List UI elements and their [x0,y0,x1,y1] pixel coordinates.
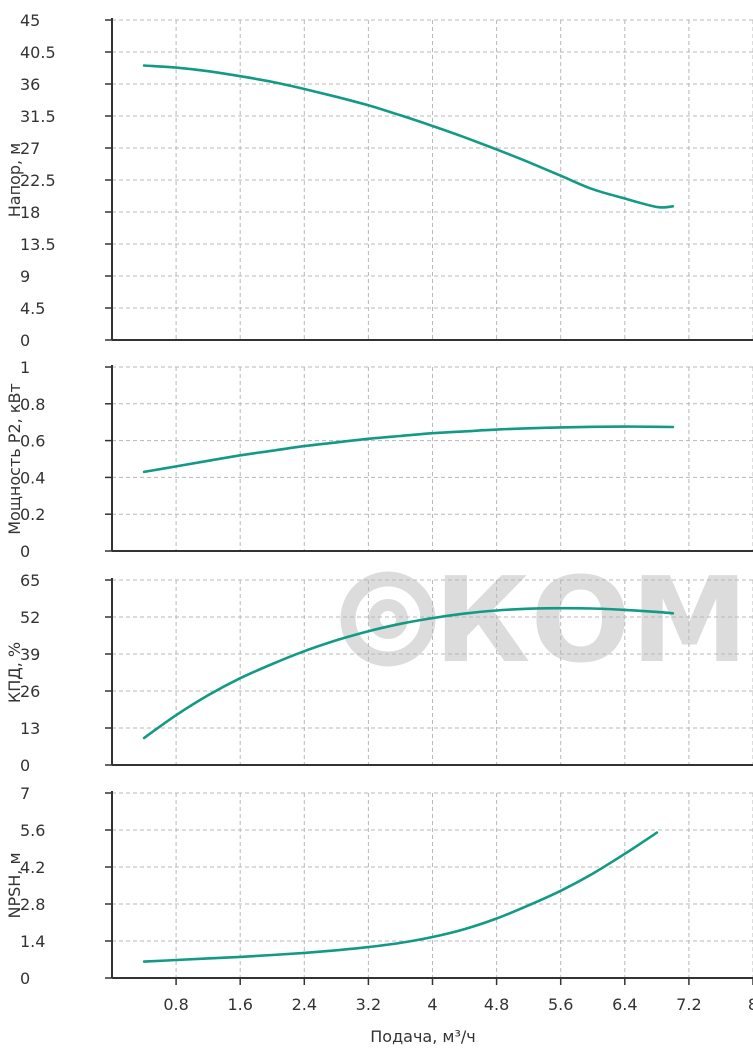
chart-panel-3: 0 13 26 39 52 65 КПД, % [5,571,753,775]
y-tick-label: 22.5 [20,171,56,190]
series-line [142,831,659,963]
y-tick-label: 0.8 [20,395,45,414]
y-tick-label: 0.6 [20,432,45,451]
y-tick-label: 26 [20,682,40,701]
y-axis-title: КПД, % [5,642,24,703]
y-tick-label: 52 [20,608,40,627]
x-tick-label: 3.2 [356,995,381,1014]
watermark-text: КОМ [434,551,748,689]
x-axis-title: Подача, м³/ч [370,1027,475,1046]
y-tick-label: 0.2 [20,505,45,524]
y-tick-label: 1 [20,358,30,377]
y-tick-label: 0.4 [20,468,45,487]
x-tick-label: 0.8 [163,995,188,1014]
y-tick-label: 36 [20,75,40,94]
x-tick-label: 8 [748,995,753,1014]
x-tick-label: 4.8 [484,995,509,1014]
y-tick-label: 0 [20,542,30,561]
y-tick-label: 31.5 [20,107,56,126]
y-tick-label: 7 [20,784,30,803]
y-tick-label: 0 [20,969,30,988]
y-axis-title: NPSH, м [5,852,24,918]
x-tick-label: 6.4 [612,995,637,1014]
chart-panel-1: 0 4.5 9 13.5 18 22.5 27 31.5 36 40.5 45 Напор, м [5,11,753,350]
y-tick-label: 5.6 [20,821,45,840]
series-line [142,425,675,474]
y-tick-label: 2.8 [20,895,45,914]
x-tick-label: 4 [427,995,437,1014]
chart-panel-4: 0 1.4 2.8 4.2 5.6 7 NPSH, м 0.8 1.6 2.4 3.2 4 4.8 5.6… [5,784,753,1046]
watermark-logo: КОМ [340,551,748,689]
x-tick-label: 2.4 [292,995,317,1014]
series-line [142,64,675,209]
series-line [142,606,675,740]
y-tick-label: 4.2 [20,858,45,877]
y-tick-label: 45 [20,11,40,30]
y-tick-label: 9 [20,267,30,286]
y-tick-label: 1.4 [20,932,45,951]
y-tick-label: 27 [20,139,40,158]
y-tick-label: 40.5 [20,43,56,62]
x-tick-label: 1.6 [227,995,252,1014]
watermark-copyright-inner [368,599,408,639]
y-tick-label: 13.5 [20,235,56,254]
y-axis-title: Мощность P2, кВт [5,383,24,535]
chart-panel-2: 0 0.2 0.4 0.6 0.8 1 Мощность P2, кВт [5,358,753,561]
y-tick-label: 0 [20,331,30,350]
y-tick-label: 13 [20,719,40,738]
y-tick-label: 0 [20,756,30,775]
y-tick-label: 39 [20,645,40,664]
x-tick-label: 5.6 [548,995,573,1014]
watermark-copyright-ring [340,571,436,667]
y-axis-title: Напор, м [5,143,24,217]
y-tick-label: 65 [20,571,40,590]
y-tick-label: 18 [20,203,40,222]
y-tick-label: 4.5 [20,299,45,318]
x-tick-label: 7.2 [676,995,701,1014]
